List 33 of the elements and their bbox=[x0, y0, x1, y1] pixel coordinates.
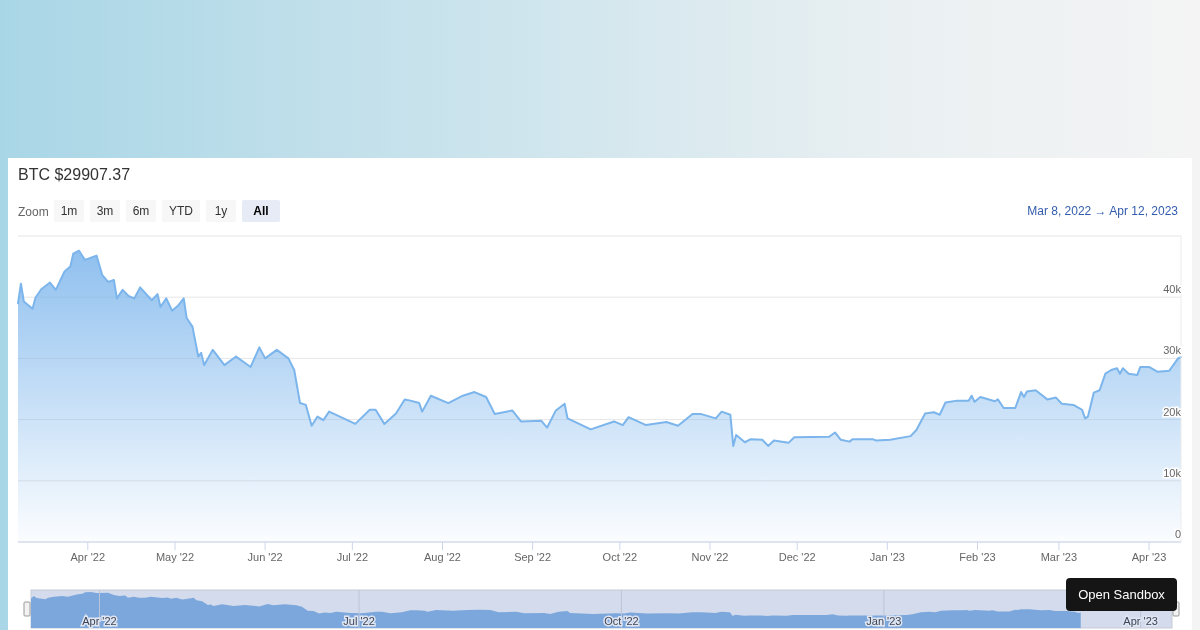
y-tick-label: 0 bbox=[1174, 528, 1181, 540]
x-tick-label: Apr '23 bbox=[1123, 615, 1158, 627]
x-tick-label: Nov '22 bbox=[691, 551, 729, 563]
x-tick-label: Dec '22 bbox=[778, 551, 816, 563]
text: All bbox=[253, 204, 269, 218]
text: 1y bbox=[214, 204, 228, 218]
text: YTD bbox=[169, 204, 194, 218]
x-tick-label: Jul '22 bbox=[343, 615, 375, 627]
x-tick-label: Feb '23 bbox=[959, 551, 996, 563]
text: Mar 8, 2022 → Apr 12, 2023 bbox=[1027, 204, 1179, 218]
y-tick-label: 30k bbox=[1163, 344, 1182, 357]
y-tick-label: 20k bbox=[1163, 405, 1182, 418]
x-tick-label: Jan '23 bbox=[869, 551, 905, 563]
x-tick-label: Jul '22 bbox=[336, 551, 369, 563]
x-tick-label: Oct '22 bbox=[604, 615, 639, 627]
text: 6m bbox=[132, 204, 150, 218]
x-tick-label: Sep '22 bbox=[514, 551, 552, 563]
x-tick-label: Apr '23 bbox=[1131, 551, 1167, 563]
y-tick-label: 40k bbox=[1163, 283, 1182, 296]
x-tick-label: Apr '22 bbox=[82, 615, 117, 627]
x-tick-label: Aug '22 bbox=[424, 551, 461, 563]
text: 3m bbox=[96, 204, 114, 218]
x-tick-label: Jan '23 bbox=[866, 615, 902, 627]
chart-title: BTC $29907.37 bbox=[18, 166, 131, 183]
x-tick-label: Oct '22 bbox=[602, 551, 638, 563]
x-tick-label: Jun '22 bbox=[247, 551, 283, 563]
x-tick-label: Apr '22 bbox=[70, 551, 106, 563]
x-tick-label: Mar '23 bbox=[1040, 551, 1078, 563]
text: 1m bbox=[60, 204, 78, 218]
text: Zoom bbox=[18, 205, 49, 219]
annotation: Open Sandbox bbox=[1078, 587, 1166, 602]
y-tick-label: 10k bbox=[1163, 466, 1182, 479]
x-tick-label: May '22 bbox=[155, 551, 195, 563]
